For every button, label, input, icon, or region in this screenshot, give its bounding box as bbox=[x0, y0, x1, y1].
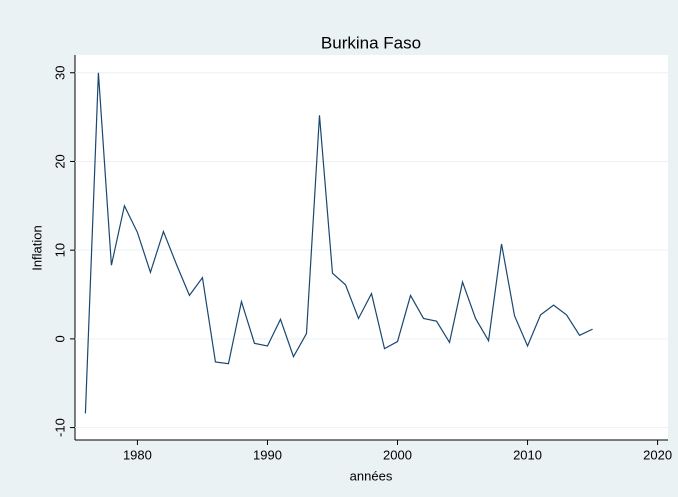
x-tick-label: 2020 bbox=[643, 447, 672, 462]
plot-area bbox=[75, 55, 668, 440]
chart-title: Burkina Faso bbox=[321, 33, 421, 52]
x-tick-label: 2010 bbox=[513, 447, 542, 462]
y-tick-label: 0 bbox=[52, 335, 67, 342]
y-tick-label: 20 bbox=[52, 154, 67, 168]
x-tick-label: 1990 bbox=[253, 447, 282, 462]
x-tick-label: 2000 bbox=[383, 447, 412, 462]
data-line bbox=[84, 72, 593, 414]
x-tick-label: 1980 bbox=[123, 447, 152, 462]
y-tick-label: 10 bbox=[52, 243, 67, 257]
y-tick-label: -10 bbox=[52, 418, 67, 437]
y-axis-label: Inflation bbox=[29, 225, 44, 271]
y-tick-label: 30 bbox=[52, 66, 67, 80]
x-axis-label: années bbox=[350, 468, 393, 483]
